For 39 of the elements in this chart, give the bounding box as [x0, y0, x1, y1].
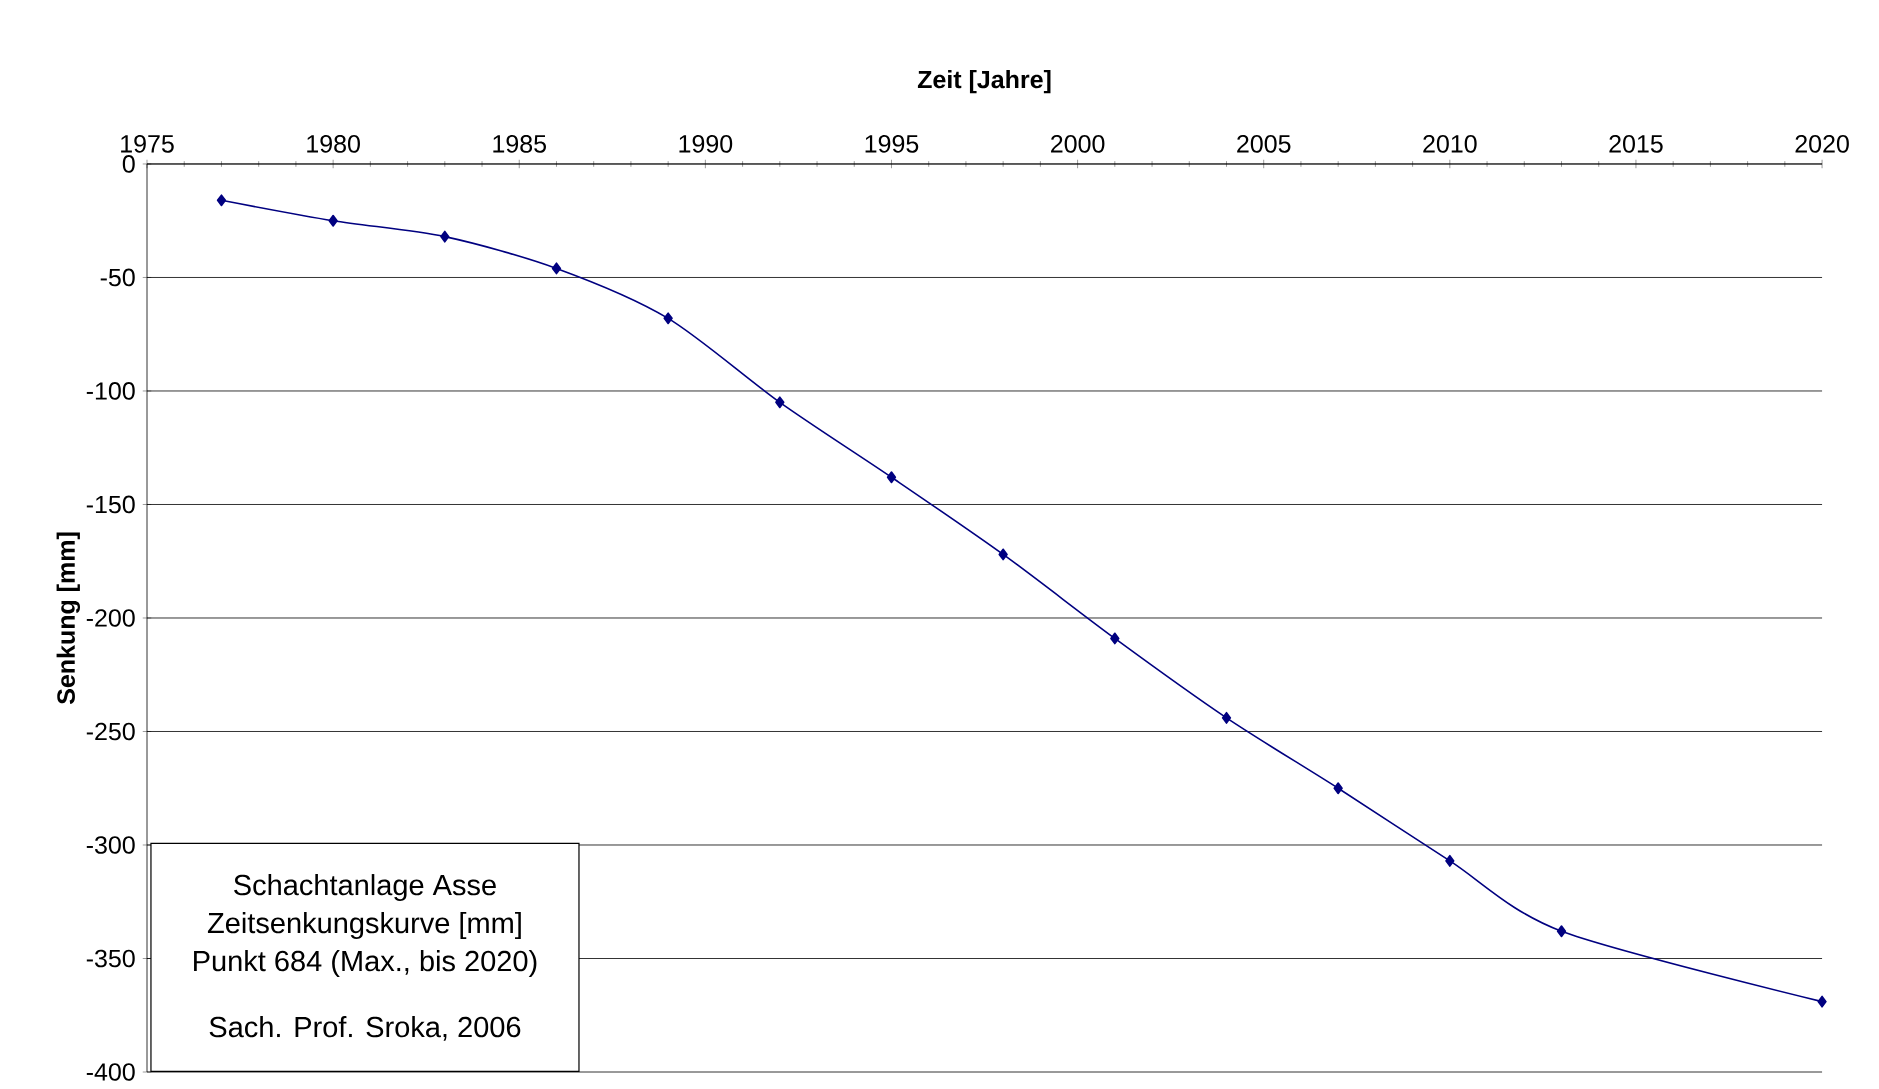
y-tick-label: -400	[86, 1063, 135, 1081]
point	[1110, 632, 1120, 645]
y-tick-label: 0	[122, 155, 135, 173]
x-tick-label: 2020	[1795, 134, 1849, 153]
point	[998, 548, 1008, 561]
x-tick-label: 1990	[679, 134, 733, 153]
y-tick-label: -300	[86, 836, 135, 854]
point	[216, 194, 227, 207]
point	[886, 471, 897, 484]
point	[440, 230, 450, 243]
x-tick-label: 2000	[1051, 134, 1105, 153]
annotation: Punkt 684 (Max., bis 2020)	[194, 950, 537, 978]
x-tick-label: 1985	[493, 134, 546, 153]
point	[663, 312, 673, 325]
x-tick-label: 1975	[121, 134, 174, 153]
y-tick-label: -200	[86, 609, 135, 627]
y-tick-label: -250	[86, 722, 135, 741]
point	[551, 262, 562, 275]
x-tick-label: 1995	[865, 134, 919, 153]
y-tick-label: -100	[86, 382, 135, 400]
annotation: Schachtanlage Asse	[234, 874, 496, 902]
point	[1333, 782, 1343, 795]
point	[1445, 854, 1455, 867]
point	[1817, 995, 1827, 1008]
point	[328, 214, 338, 227]
x-tick-label: 1980	[307, 134, 360, 153]
x-tick-label: 2010	[1423, 134, 1477, 153]
point	[775, 396, 785, 409]
x-axis-title: Zeit [Jahre]	[917, 69, 1051, 94]
y-tick-label: -350	[86, 949, 135, 968]
annotation: Zeitsenkungskurve [mm]	[207, 912, 521, 940]
point	[1556, 925, 1567, 938]
x-tick-label: 2005	[1237, 134, 1291, 153]
point	[1221, 711, 1232, 724]
y-tick-label: -50	[100, 268, 135, 287]
y-tick-label: -150	[86, 495, 135, 514]
y-axis-title: Senkung [mm]	[56, 532, 81, 705]
x-tick-label: 2015	[1609, 134, 1663, 153]
annotation: Sach. Prof. Sroka, 2006	[209, 1016, 521, 1041]
